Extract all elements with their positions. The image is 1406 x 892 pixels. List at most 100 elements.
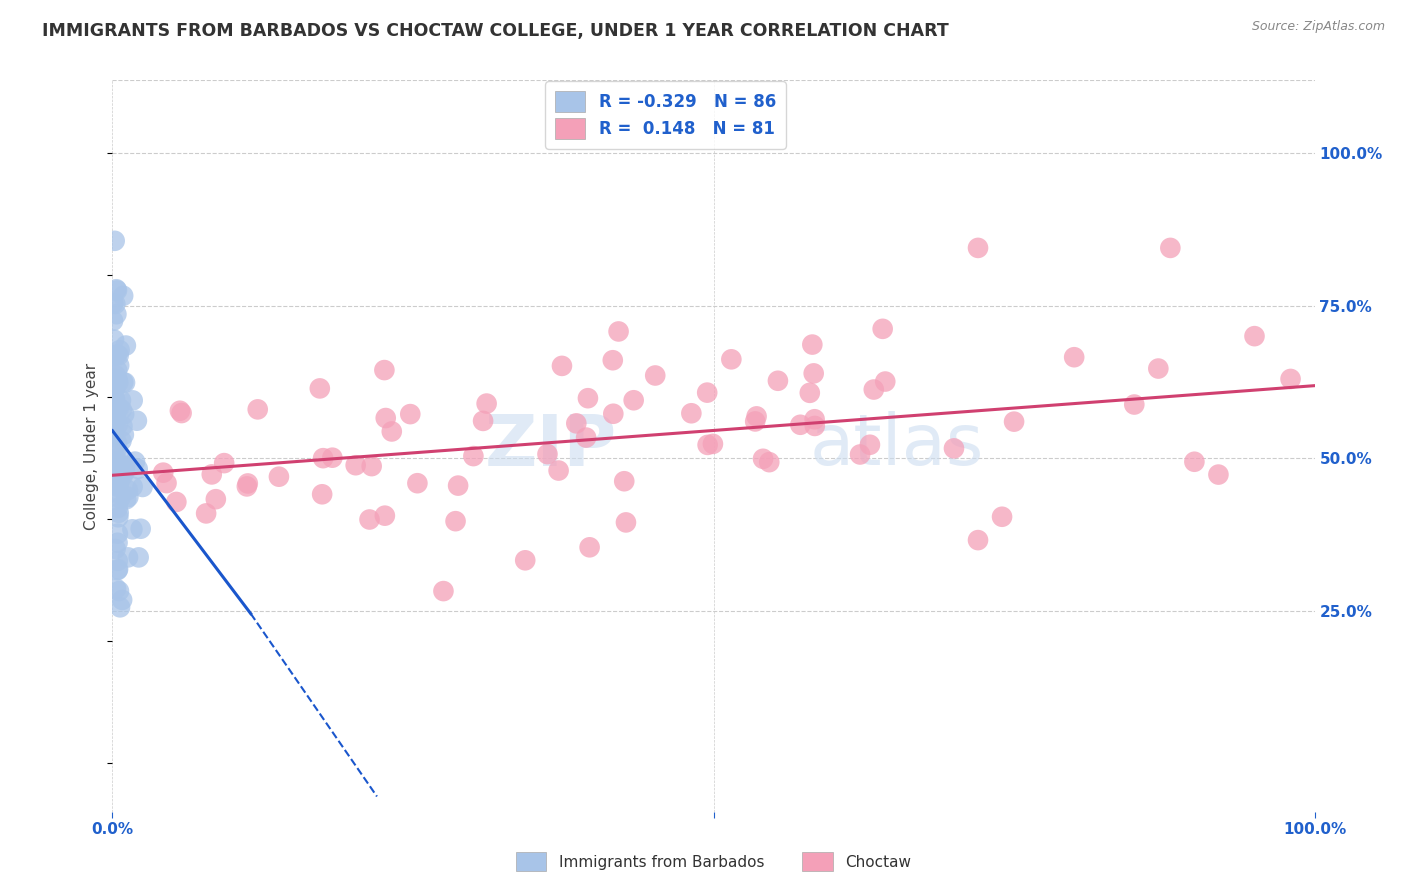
Point	[744, 414, 766, 428]
Point	[104, 444, 127, 458]
Point	[110, 434, 132, 448]
Point	[1147, 361, 1170, 376]
Point	[644, 368, 666, 383]
Point	[105, 582, 128, 596]
Point	[472, 414, 495, 428]
Point	[967, 241, 990, 255]
Point	[801, 337, 824, 351]
Point	[515, 553, 537, 567]
Point	[107, 510, 129, 524]
Point	[107, 348, 129, 362]
Text: ZIP: ZIP	[485, 411, 617, 481]
Point	[575, 431, 598, 445]
Point	[101, 296, 124, 310]
Point	[803, 412, 825, 426]
Point	[108, 600, 131, 615]
Point	[112, 407, 135, 421]
Point	[696, 438, 718, 452]
Point	[108, 491, 131, 506]
Point	[236, 476, 259, 491]
Point	[115, 338, 138, 352]
Point	[105, 307, 128, 321]
Point	[374, 508, 396, 523]
Point	[967, 533, 990, 548]
Point	[105, 455, 128, 469]
Point	[373, 363, 395, 377]
Point	[681, 406, 703, 420]
Point	[108, 343, 131, 358]
Point	[165, 495, 187, 509]
Point	[103, 333, 125, 347]
Point	[108, 584, 131, 599]
Point	[108, 359, 131, 373]
Point	[432, 584, 454, 599]
Point	[602, 407, 624, 421]
Point	[121, 393, 143, 408]
Point	[117, 483, 139, 497]
Point	[105, 466, 128, 480]
Point	[129, 522, 152, 536]
Point	[112, 376, 135, 390]
Point	[103, 469, 125, 483]
Point	[212, 456, 235, 470]
Point	[1002, 415, 1025, 429]
Point	[111, 593, 134, 607]
Point	[321, 450, 343, 465]
Point	[942, 442, 965, 456]
Point	[1123, 398, 1146, 412]
Point	[799, 385, 821, 400]
Point	[789, 417, 811, 432]
Point	[614, 516, 637, 530]
Point	[1243, 329, 1265, 343]
Point	[101, 430, 124, 444]
Point	[344, 458, 367, 473]
Point	[105, 413, 128, 427]
Point	[125, 414, 148, 428]
Point	[696, 385, 718, 400]
Point	[107, 486, 129, 500]
Point	[103, 384, 125, 399]
Text: atlas: atlas	[810, 411, 984, 481]
Point	[127, 462, 149, 476]
Point	[551, 359, 574, 373]
Point	[374, 411, 396, 425]
Point	[360, 459, 382, 474]
Point	[107, 476, 129, 491]
Point	[267, 469, 290, 483]
Point	[114, 376, 136, 390]
Point	[104, 297, 127, 311]
Point	[399, 407, 422, 421]
Point	[103, 424, 125, 438]
Point	[131, 480, 153, 494]
Point	[107, 500, 129, 515]
Point	[381, 425, 404, 439]
Point	[991, 509, 1014, 524]
Point	[101, 348, 124, 362]
Point	[475, 396, 498, 410]
Point	[104, 368, 127, 383]
Point	[104, 395, 127, 409]
Point	[745, 409, 768, 424]
Point	[463, 449, 485, 463]
Point	[236, 479, 259, 493]
Point	[128, 550, 150, 565]
Point	[359, 512, 381, 526]
Point	[104, 402, 127, 417]
Point	[758, 455, 780, 469]
Point	[155, 476, 177, 491]
Point	[576, 391, 599, 405]
Point	[803, 367, 825, 381]
Point	[169, 403, 191, 417]
Point	[112, 463, 135, 477]
Y-axis label: College, Under 1 year: College, Under 1 year	[84, 362, 100, 530]
Point	[859, 438, 882, 452]
Point	[117, 550, 139, 565]
Text: IMMIGRANTS FROM BARBADOS VS CHOCTAW COLLEGE, UNDER 1 YEAR CORRELATION CHART: IMMIGRANTS FROM BARBADOS VS CHOCTAW COLL…	[42, 22, 949, 40]
Point	[112, 427, 135, 442]
Point	[107, 506, 129, 520]
Point	[103, 379, 125, 393]
Point	[105, 463, 128, 477]
Point	[613, 475, 636, 489]
Point	[105, 282, 128, 296]
Point	[101, 314, 124, 328]
